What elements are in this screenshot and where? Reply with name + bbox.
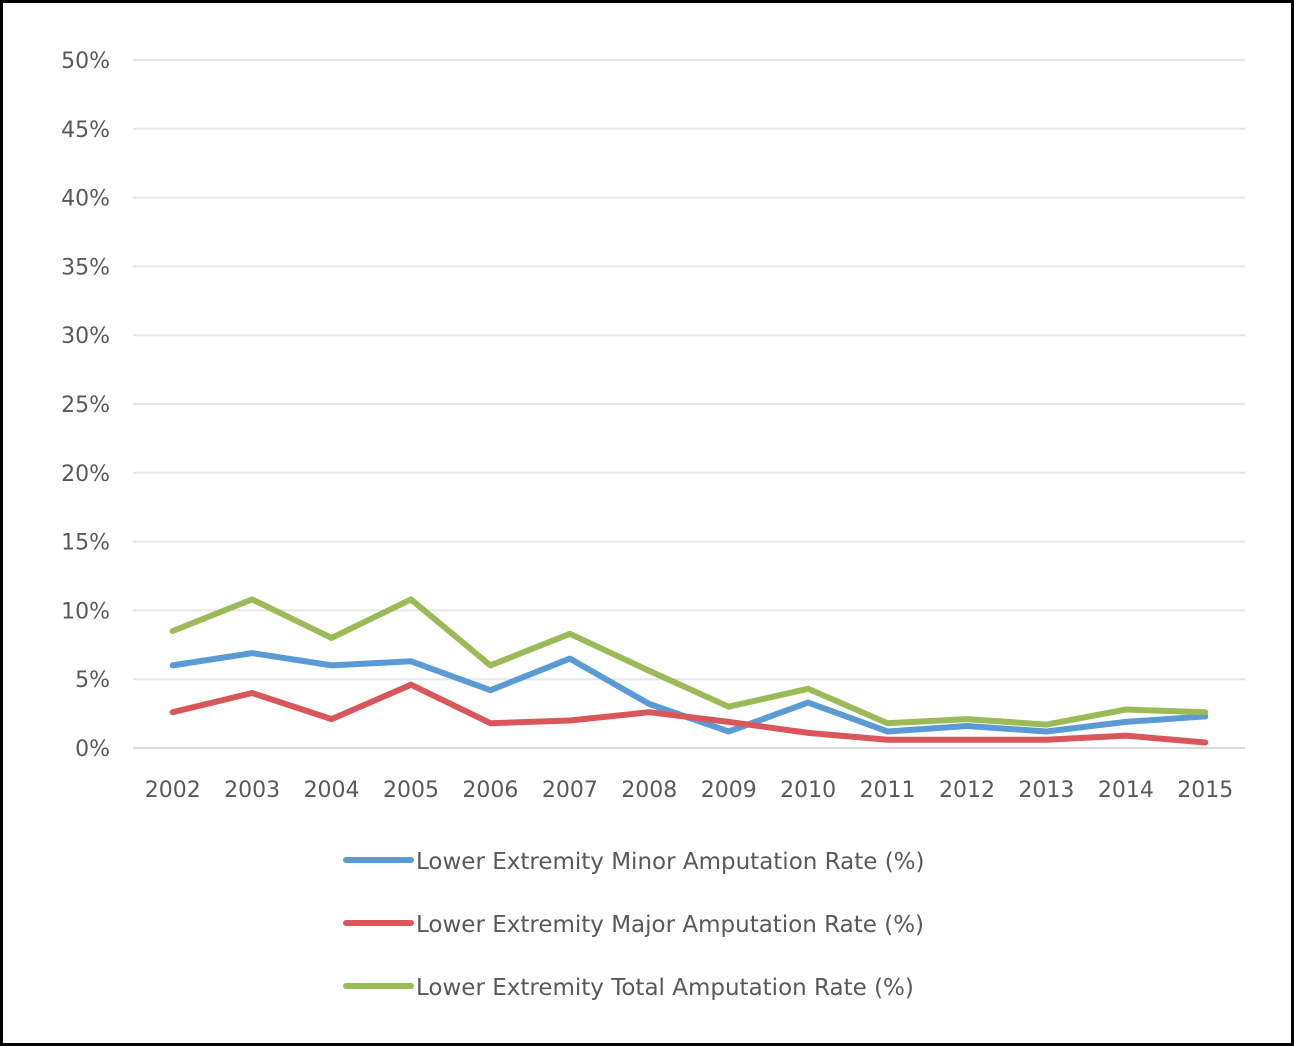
x-tick-label: 2003 [224, 778, 280, 803]
y-tick-label: 30% [61, 324, 110, 349]
y-tick-label: 10% [61, 599, 110, 624]
x-tick-label: 2010 [780, 778, 836, 803]
x-tick-label: 2006 [462, 778, 518, 803]
x-tick-label: 2013 [1018, 778, 1074, 803]
legend-label: Lower Extremity Major Amputation Rate (%… [416, 912, 924, 938]
x-tick-label: 2012 [939, 778, 995, 803]
x-tick-label: 2009 [701, 778, 757, 803]
y-tick-label: 15% [61, 531, 110, 556]
y-tick-label: 35% [61, 255, 110, 280]
y-tick-label: 45% [61, 118, 110, 143]
x-tick-label: 2005 [383, 778, 439, 803]
y-tick-label: 20% [61, 462, 110, 487]
x-tick-label: 2004 [304, 778, 360, 803]
x-tick-label: 2002 [145, 778, 201, 803]
x-tick-label: 2007 [542, 778, 598, 803]
x-tick-label: 2015 [1177, 778, 1233, 803]
x-tick-label: 2011 [860, 778, 916, 803]
series-line-lower-extremity-major-amputation-rate [169, 681, 1209, 746]
y-tick-label: 0% [75, 737, 110, 762]
x-tick-label: 2014 [1098, 778, 1154, 803]
y-tick-label: 5% [75, 668, 110, 693]
x-tick-label: 2008 [621, 778, 677, 803]
line-chart: 0% 5% 10% 15% 20% 25% 30% 35% 40% 45% 50% 2002 2003 2… [61, 49, 1245, 1001]
series-line-lower-extremity-total-amputation-rate [169, 596, 1209, 728]
y-tick-label: 40% [61, 187, 110, 212]
y-tick-label: 25% [61, 393, 110, 418]
y-tick-label: 50% [61, 49, 110, 74]
legend-label: Lower Extremity Total Amputation Rate (%… [416, 975, 914, 1001]
legend-label: Lower Extremity Minor Amputation Rate (%… [416, 849, 925, 875]
